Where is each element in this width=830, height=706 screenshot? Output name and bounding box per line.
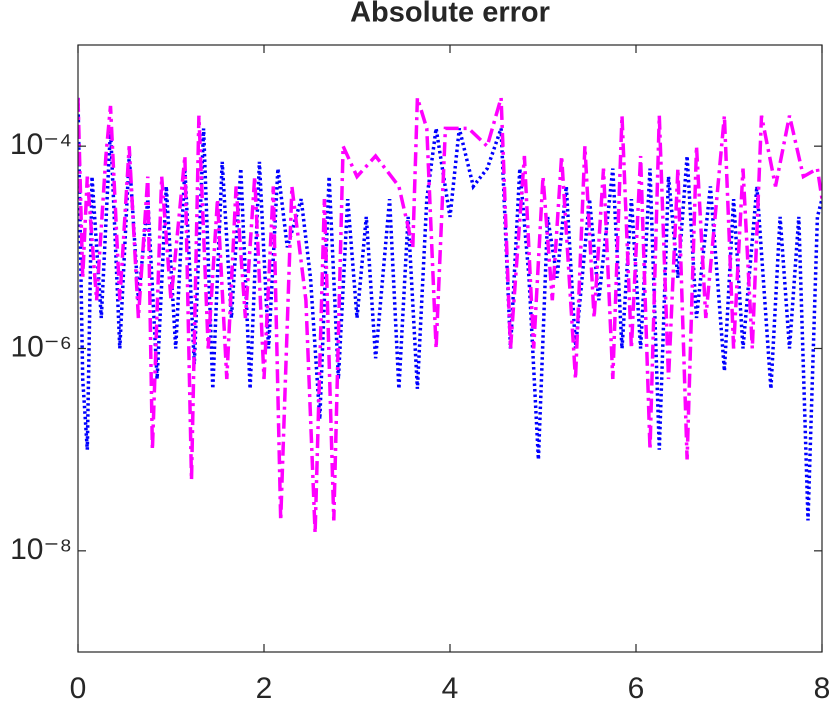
x-tick-label: 6 bbox=[628, 672, 645, 705]
y-tick-label: 10⁻⁴ bbox=[10, 128, 72, 161]
x-tick-label: 8 bbox=[814, 672, 830, 705]
x-tick-label: 0 bbox=[70, 672, 87, 705]
x-tick-label: 4 bbox=[442, 672, 459, 705]
chart-title: Absolute error bbox=[350, 0, 550, 29]
y-tick-label: 10⁻⁸ bbox=[10, 533, 72, 566]
x-tick-label: 2 bbox=[256, 672, 273, 705]
series-line bbox=[78, 97, 822, 534]
y-tick-label: 10⁻⁶ bbox=[10, 330, 72, 363]
